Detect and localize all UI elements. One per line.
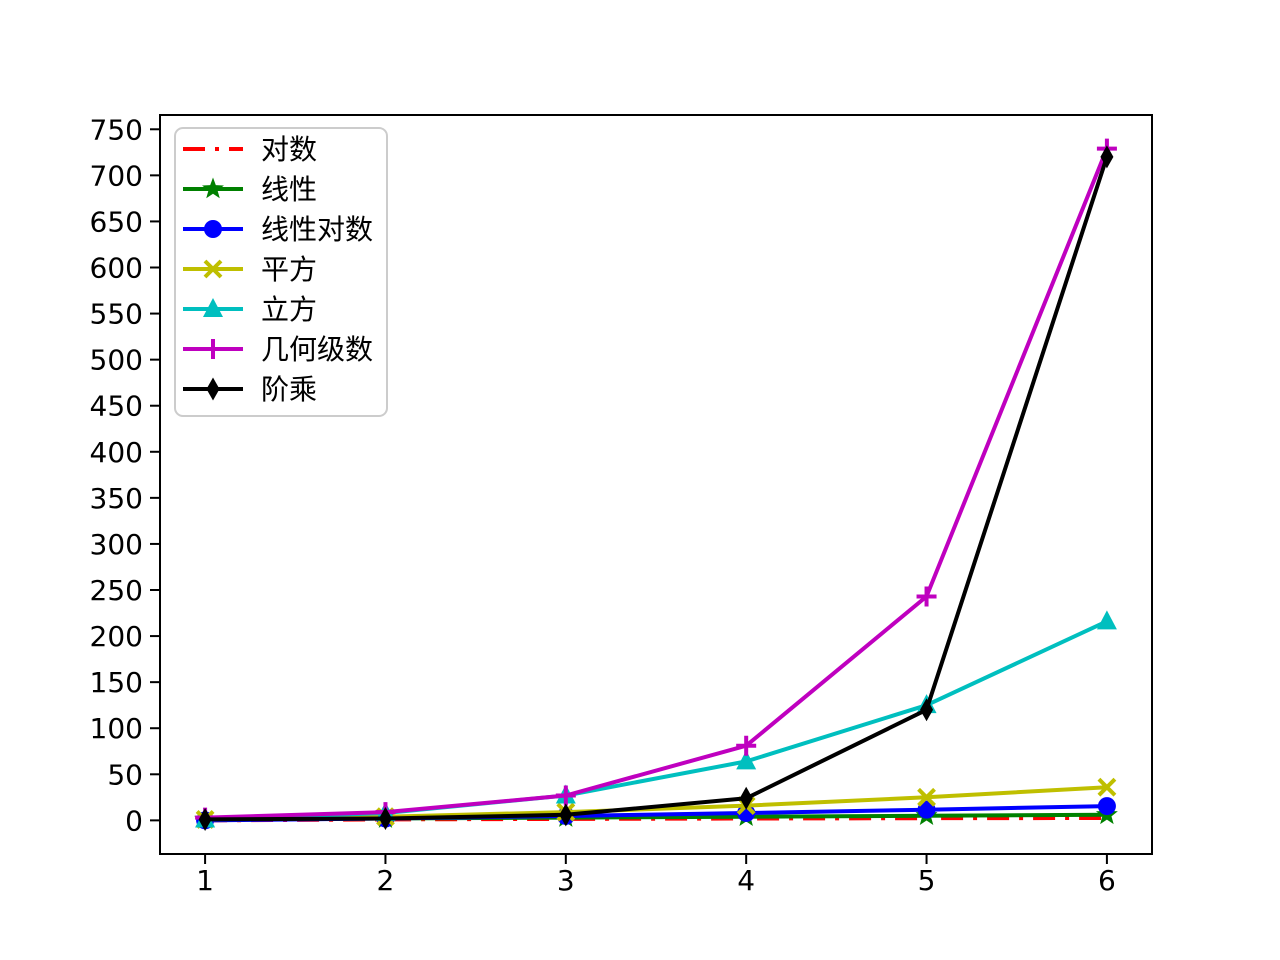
- legend-label-cubic: 立方: [261, 293, 317, 326]
- legend-label-quadratic: 平方: [261, 253, 317, 286]
- y-tick-label: 50: [107, 758, 143, 791]
- series-factorial: [198, 145, 1114, 831]
- thin-diamond-marker-icon: [378, 807, 392, 831]
- triangle-up-marker-icon: [203, 298, 223, 317]
- y-tick-label: 250: [90, 574, 143, 607]
- legend-label-geometric: 几何级数: [261, 333, 373, 366]
- y-tick-label: 100: [90, 712, 143, 745]
- y-tick-label: 150: [90, 666, 143, 699]
- x-tick-label: 4: [737, 864, 755, 897]
- triangle-up-marker-icon: [1096, 610, 1117, 630]
- star-marker-icon: [202, 177, 224, 199]
- series-layer: [194, 138, 1118, 831]
- plus-marker-icon: [555, 785, 576, 806]
- y-tick-label: 550: [90, 298, 143, 331]
- legend-item-logarithmic: 对数: [183, 133, 317, 166]
- thin-diamond-marker-icon: [559, 803, 573, 827]
- x-marker-icon: [917, 787, 936, 807]
- legend-item-cubic: 立方: [183, 293, 317, 326]
- y-tick-label: 600: [90, 251, 143, 284]
- y-tick-label: 350: [90, 482, 143, 515]
- x-marker-icon: [1097, 777, 1117, 797]
- y-axis: 0 50 100 150 200 250 300 350 400 450 500 550 600 650 7…: [90, 113, 160, 837]
- thin-diamond-marker-icon: [920, 698, 934, 722]
- y-tick-label: 0: [125, 804, 143, 837]
- y-tick-label: 300: [90, 528, 143, 561]
- legend-item-factorial: 阶乘: [183, 373, 317, 406]
- legend-item-linear: 线性: [183, 173, 317, 206]
- legend-label-factorial: 阶乘: [261, 373, 317, 406]
- series-geometric: [195, 138, 1117, 828]
- plus-marker-icon: [203, 339, 223, 359]
- series-line-geometric: [205, 147, 1109, 820]
- x-tick-label: 3: [557, 864, 575, 897]
- thin-diamond-marker-icon: [739, 786, 753, 810]
- legend-box: [174, 127, 388, 417]
- thin-diamond-marker-icon: [206, 377, 220, 401]
- x-tick-label: 5: [918, 864, 936, 897]
- y-tick-label: 400: [90, 436, 143, 469]
- triangle-up-marker-icon: [736, 750, 757, 770]
- legend-label-linearithmic: 线性对数: [261, 213, 373, 246]
- y-tick-label: 500: [90, 344, 143, 377]
- series-line-cubic: [205, 619, 1108, 822]
- y-tick-label: 650: [90, 205, 143, 238]
- x-tick-label: 1: [196, 864, 214, 897]
- legend-label-linear: 线性: [261, 173, 317, 206]
- legend-label-logarithmic: 对数: [261, 133, 317, 166]
- legend-item-linearithmic: 线性对数: [183, 213, 373, 246]
- plot-frame: [159, 114, 1153, 855]
- y-tick-label: 450: [90, 390, 143, 423]
- series-line-factorial: [205, 156, 1109, 822]
- x-tick-label: 2: [377, 864, 395, 897]
- circle-marker-icon: [1097, 797, 1116, 816]
- x-axis: 1 2 3 4 5 6: [196, 854, 1116, 897]
- y-tick-label: 750: [90, 113, 143, 146]
- y-tick-label: 700: [90, 159, 143, 192]
- circle-marker-icon: [917, 800, 936, 819]
- legend-item-geometric: 几何级数: [183, 333, 373, 366]
- plus-marker-icon: [916, 586, 937, 607]
- thin-diamond-marker-icon: [1100, 145, 1114, 169]
- x-tick-label: 6: [1098, 864, 1116, 897]
- circle-marker-icon: [204, 220, 222, 238]
- plus-marker-icon: [736, 735, 757, 756]
- y-tick-label: 200: [90, 620, 143, 653]
- legend-item-quadratic: 平方: [183, 253, 317, 286]
- x-marker-icon: [203, 259, 223, 279]
- thin-diamond-marker-icon: [198, 807, 212, 831]
